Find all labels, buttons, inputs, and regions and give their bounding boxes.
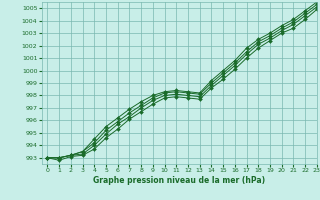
X-axis label: Graphe pression niveau de la mer (hPa): Graphe pression niveau de la mer (hPa) [93, 176, 265, 185]
